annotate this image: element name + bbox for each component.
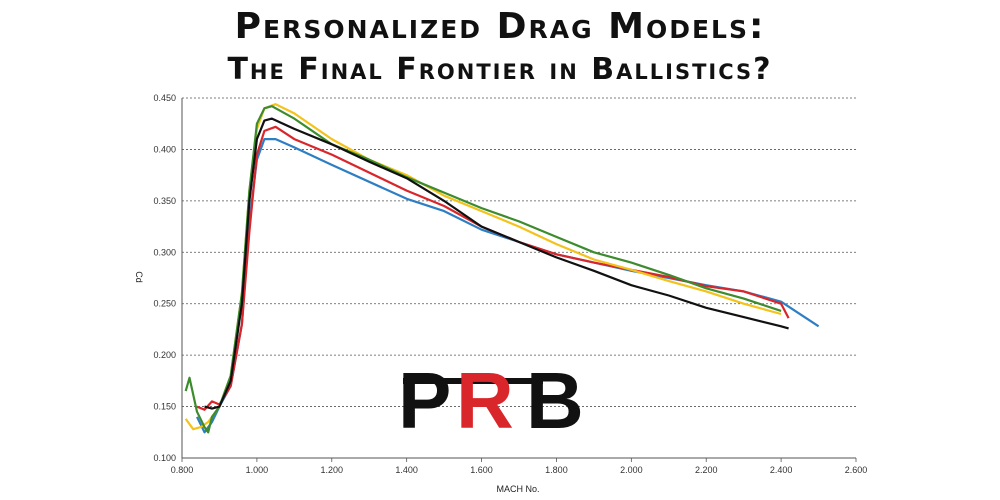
x-tick-label: 2.200 [695, 465, 718, 475]
y-tick-label: 0.200 [153, 350, 176, 360]
x-tick-label: 2.600 [845, 465, 868, 475]
chart-grid [182, 97, 856, 407]
x-axis-label: MACH No. [496, 484, 539, 494]
x-tick-label: 1.400 [395, 465, 418, 475]
y-tick-label: 0.400 [153, 144, 176, 154]
chart-series [184, 103, 820, 434]
logo-letter-r: R [456, 356, 514, 445]
x-tick-label: 1.000 [246, 465, 269, 475]
y-tick-label: 0.100 [153, 453, 176, 463]
y-axis-label: Cd [134, 271, 144, 283]
logo-rifle-icon [403, 378, 543, 384]
y-tick-label: 0.350 [153, 196, 176, 206]
page-subtitle: The Final Frontier in Ballistics? [227, 52, 773, 87]
x-tick-label: 1.800 [545, 465, 568, 475]
prb-logo: P R B [398, 356, 584, 445]
x-tick-label: 1.600 [470, 465, 493, 475]
y-tick-label: 0.300 [153, 247, 176, 257]
series-line-2 [196, 125, 790, 411]
chart-axes [181, 98, 857, 462]
y-tick-label: 0.150 [153, 402, 176, 412]
series-line-5 [204, 117, 789, 410]
x-tick-label: 1.200 [321, 465, 344, 475]
logo-letter-p: P [398, 356, 451, 445]
x-tick-label: 0.800 [171, 465, 194, 475]
y-tick-label: 0.250 [153, 299, 176, 309]
series-line-4 [184, 105, 782, 434]
page-title: Personalized Drag Models: [234, 6, 766, 47]
x-tick-label: 2.000 [620, 465, 643, 475]
logo-letter-b: B [526, 356, 584, 445]
y-tick-label: 0.450 [153, 93, 176, 103]
x-tick-label: 2.400 [770, 465, 793, 475]
x-tick-labels: 0.800 1.000 1.200 1.400 1.600 1.800 2.000 2.200… [171, 465, 868, 475]
y-tick-labels: 0.100 0.150 0.200 0.250 0.300 0.350 0.400 0.450 [153, 93, 176, 463]
